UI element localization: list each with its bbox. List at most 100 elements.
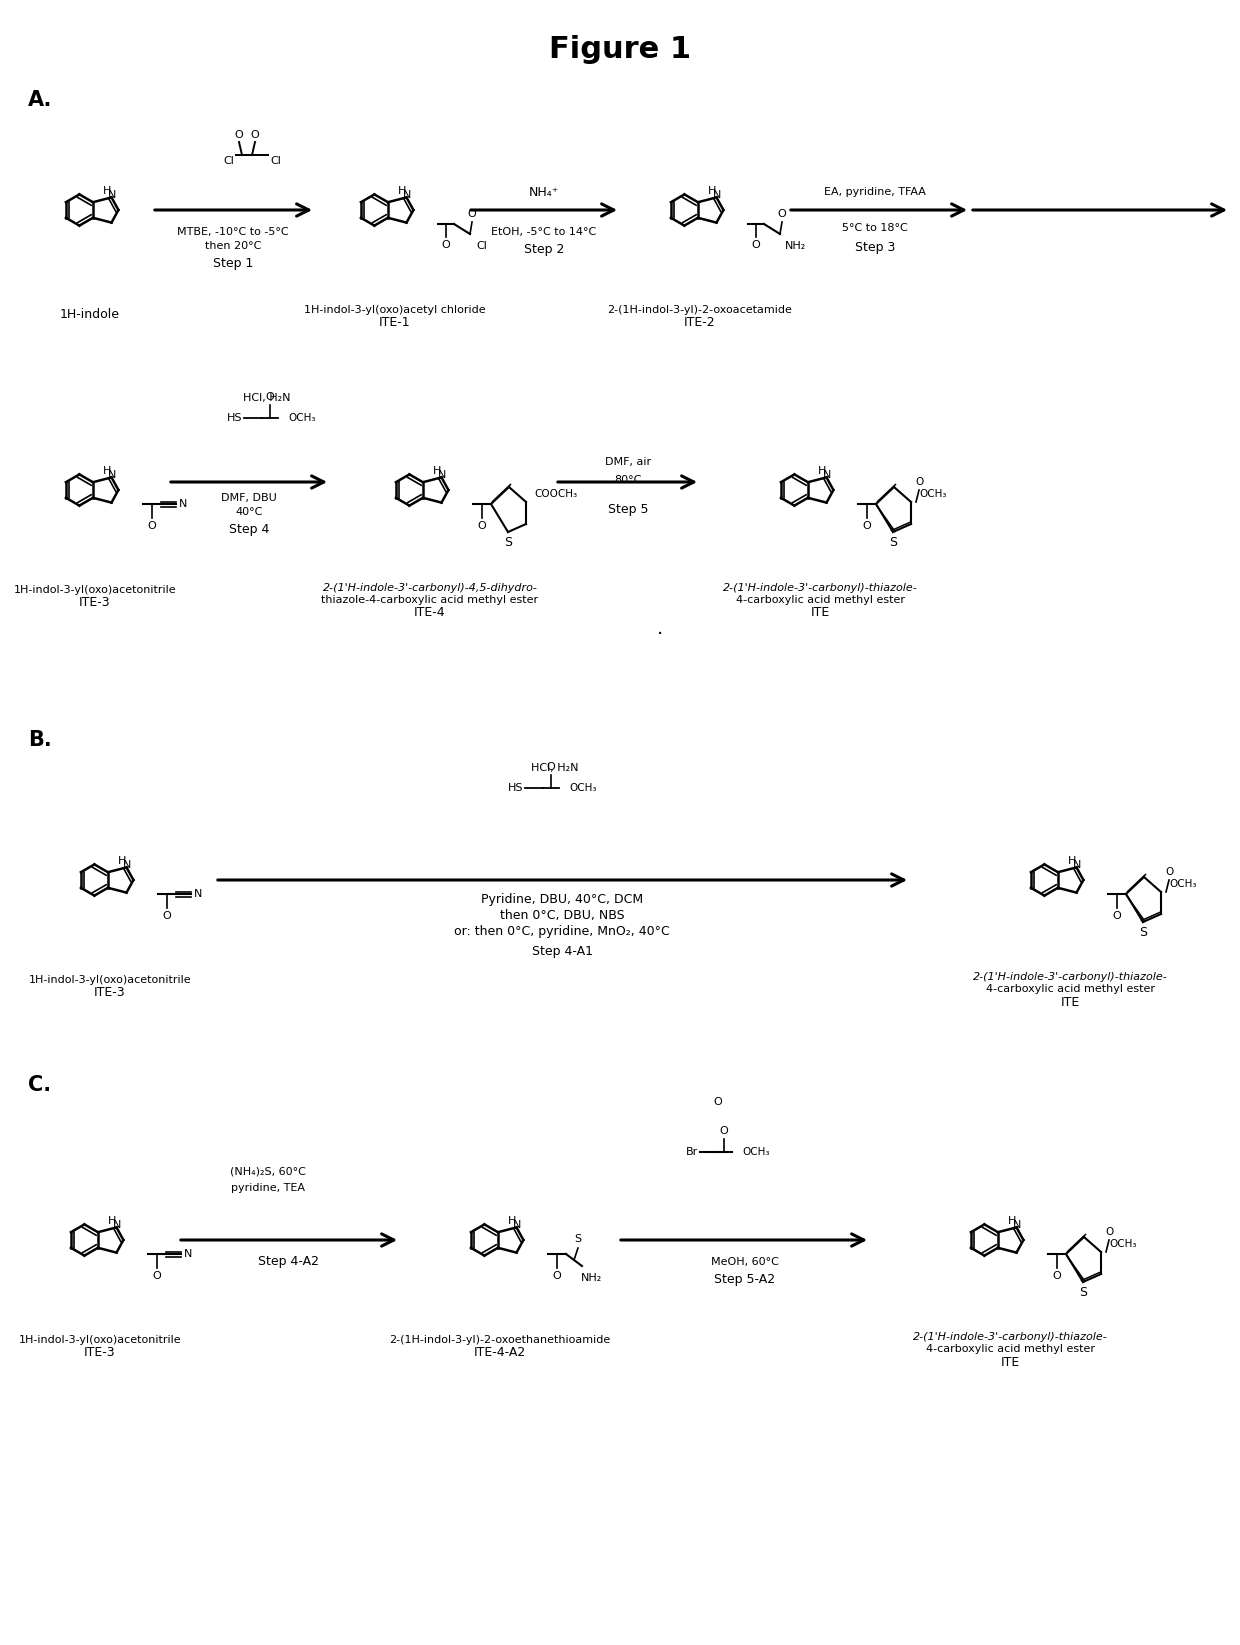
Text: N: N: [113, 1221, 122, 1230]
Text: O: O: [265, 392, 274, 401]
Text: H: H: [118, 857, 126, 867]
Text: Br: Br: [686, 1147, 698, 1156]
Text: B.: B.: [29, 730, 52, 750]
Text: OCH₃: OCH₃: [1109, 1239, 1137, 1249]
Text: MeOH, 60°C: MeOH, 60°C: [711, 1257, 779, 1267]
Text: O: O: [547, 762, 556, 772]
Text: OCH₃: OCH₃: [919, 489, 946, 498]
Text: S: S: [574, 1234, 582, 1244]
Text: Cl: Cl: [223, 156, 234, 166]
Text: N: N: [438, 470, 446, 480]
Text: Step 1: Step 1: [213, 258, 253, 270]
Text: O: O: [1105, 1227, 1114, 1237]
Text: N: N: [1013, 1221, 1022, 1230]
Text: HCl, H₂N: HCl, H₂N: [531, 763, 579, 773]
Text: O: O: [915, 477, 923, 487]
Text: O: O: [777, 209, 786, 219]
Text: Step 4: Step 4: [229, 523, 269, 536]
Text: Step 5-A2: Step 5-A2: [714, 1273, 775, 1286]
Text: N: N: [713, 191, 722, 201]
Text: S: S: [889, 536, 897, 548]
Text: H: H: [1068, 857, 1076, 867]
Text: H: H: [708, 186, 717, 196]
Text: 1H-indol-3-yl(oxo)acetonitrile: 1H-indol-3-yl(oxo)acetonitrile: [14, 586, 176, 595]
Text: Cl: Cl: [270, 156, 281, 166]
Text: ITE-3: ITE-3: [84, 1347, 115, 1359]
Text: S: S: [1140, 926, 1147, 939]
Text: O: O: [1164, 867, 1173, 877]
Text: S: S: [1079, 1285, 1087, 1298]
Text: N: N: [108, 470, 117, 480]
Text: H: H: [103, 186, 112, 196]
Text: N: N: [403, 191, 412, 201]
Text: ITE-3: ITE-3: [94, 987, 125, 1000]
Text: pyridine, TEA: pyridine, TEA: [231, 1183, 305, 1193]
Text: O: O: [441, 240, 450, 250]
Text: N: N: [1074, 860, 1081, 870]
Text: N: N: [108, 191, 117, 201]
Text: NH₂: NH₂: [785, 242, 807, 252]
Text: O: O: [863, 521, 872, 531]
Text: O: O: [714, 1097, 723, 1107]
Text: or: then 0°C, pyridine, MnO₂, 40°C: or: then 0°C, pyridine, MnO₂, 40°C: [454, 926, 670, 939]
Text: DMF, DBU: DMF, DBU: [221, 494, 277, 503]
Text: O: O: [148, 521, 156, 531]
Text: 2-(1H-indol-3-yl)-2-oxoacetamide: 2-(1H-indol-3-yl)-2-oxoacetamide: [608, 304, 792, 314]
Text: O: O: [1053, 1272, 1061, 1281]
Text: then 20°C: then 20°C: [205, 242, 262, 252]
Text: 2-(1'H-indole-3'-carbonyl)-4,5-dihydro-: 2-(1'H-indole-3'-carbonyl)-4,5-dihydro-: [322, 582, 537, 592]
Text: C.: C.: [29, 1074, 51, 1096]
Text: 1H-indole: 1H-indole: [60, 309, 120, 321]
Text: Pyridine, DBU, 40°C, DCM: Pyridine, DBU, 40°C, DCM: [481, 893, 644, 906]
Text: H: H: [108, 1216, 117, 1227]
Text: Step 4-A2: Step 4-A2: [258, 1255, 320, 1268]
Text: EtOH, -5°C to 14°C: EtOH, -5°C to 14°C: [491, 227, 596, 237]
Text: O: O: [250, 130, 259, 140]
Text: HCl, H₂N: HCl, H₂N: [243, 393, 290, 403]
Text: 4-carboxylic acid methyl ester: 4-carboxylic acid methyl ester: [986, 984, 1154, 994]
Text: Step 2: Step 2: [523, 243, 564, 257]
Text: 1H-indol-3-yl(oxo)acetyl chloride: 1H-indol-3-yl(oxo)acetyl chloride: [304, 304, 486, 314]
Text: 2-(1'H-indole-3'-carbonyl)-thiazole-: 2-(1'H-indole-3'-carbonyl)-thiazole-: [913, 1332, 1107, 1342]
Text: NH₄⁺: NH₄⁺: [528, 186, 559, 199]
Text: Step 5: Step 5: [608, 503, 649, 517]
Text: Step 3: Step 3: [854, 242, 895, 255]
Text: 1H-indol-3-yl(oxo)acetonitrile: 1H-indol-3-yl(oxo)acetonitrile: [19, 1336, 181, 1346]
Text: H: H: [1008, 1216, 1017, 1227]
Text: N: N: [823, 470, 832, 480]
Text: ITE: ITE: [811, 607, 830, 620]
Text: (NH₄)₂S, 60°C: (NH₄)₂S, 60°C: [231, 1166, 306, 1178]
Text: HS: HS: [227, 413, 242, 423]
Text: H: H: [508, 1216, 516, 1227]
Text: .: .: [657, 619, 663, 638]
Text: ITE-3: ITE-3: [79, 597, 110, 610]
Text: OCH₃: OCH₃: [288, 413, 315, 423]
Text: 5°C to 18°C: 5°C to 18°C: [842, 224, 908, 234]
Text: OCH₃: OCH₃: [569, 783, 596, 793]
Text: OCH₃: OCH₃: [1169, 878, 1197, 888]
Text: O: O: [719, 1125, 728, 1137]
Text: ITE-1: ITE-1: [379, 316, 410, 329]
Text: O: O: [234, 130, 243, 140]
Text: H: H: [818, 467, 826, 477]
Text: H: H: [103, 467, 112, 477]
Text: 2-(1H-indol-3-yl)-2-oxoethanethioamide: 2-(1H-indol-3-yl)-2-oxoethanethioamide: [389, 1336, 610, 1346]
Text: ITE-2: ITE-2: [684, 316, 715, 329]
Text: COOCH₃: COOCH₃: [534, 489, 577, 498]
Text: 80°C: 80°C: [614, 475, 641, 485]
Text: 4-carboxylic acid methyl ester: 4-carboxylic acid methyl ester: [925, 1344, 1095, 1354]
Text: O: O: [467, 209, 476, 219]
Text: HS: HS: [507, 783, 523, 793]
Text: N: N: [184, 1249, 192, 1258]
Text: H: H: [433, 467, 441, 477]
Text: 2-(1'H-indole-3'-carbonyl)-thiazole-: 2-(1'H-indole-3'-carbonyl)-thiazole-: [972, 972, 1167, 982]
Text: O: O: [553, 1272, 562, 1281]
Text: ITE-4: ITE-4: [414, 607, 446, 620]
Text: N: N: [513, 1221, 522, 1230]
Text: thiazole-4-carboxylic acid methyl ester: thiazole-4-carboxylic acid methyl ester: [321, 595, 538, 605]
Text: O: O: [1112, 911, 1121, 921]
Text: then 0°C, DBU, NBS: then 0°C, DBU, NBS: [500, 910, 624, 923]
Text: 1H-indol-3-yl(oxo)acetonitrile: 1H-indol-3-yl(oxo)acetonitrile: [29, 975, 191, 985]
Text: N: N: [179, 498, 187, 508]
Text: S: S: [503, 536, 512, 548]
